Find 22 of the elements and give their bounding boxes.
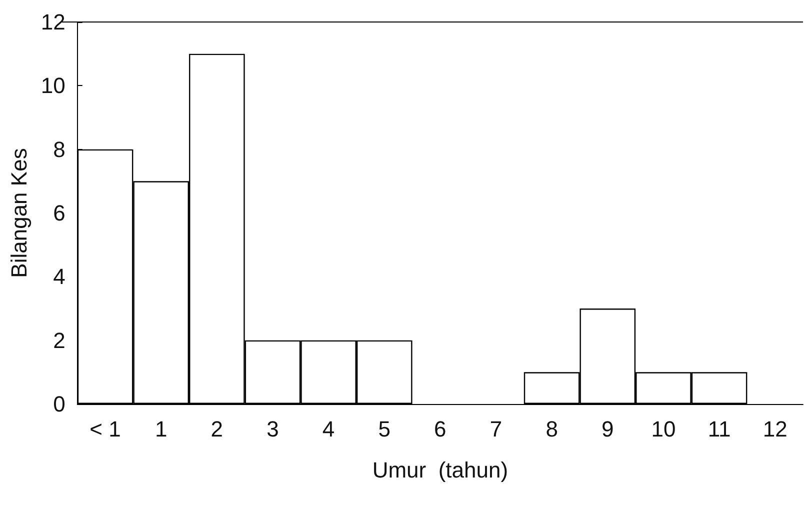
x-tick-label: 10	[651, 416, 676, 442]
x-tick-label: < 1	[90, 416, 121, 442]
x-tick-label: 5	[378, 416, 390, 442]
x-tick-label: 2	[210, 416, 224, 442]
x-tick-label: 7	[490, 416, 502, 442]
y-tick-label: 0	[53, 392, 66, 416]
x-axis-title: Umur (tahun)	[372, 458, 508, 482]
x-tick-label: 12	[762, 416, 788, 442]
x-tick-label: 9	[602, 416, 614, 442]
x-tick-label: 8	[546, 416, 558, 442]
y-tick-label: 8	[53, 136, 66, 162]
x-tick-label: 11	[708, 416, 731, 442]
x-tick-label: 3	[266, 416, 279, 442]
x-tick-label: 4	[322, 416, 335, 442]
y-tick-label: 6	[53, 200, 66, 226]
y-axis-title: Bilangan Kes	[6, 148, 32, 278]
x-tick-label: 6	[434, 416, 446, 442]
x-tick-label: 1	[154, 416, 168, 442]
y-tick-label: 12	[40, 10, 66, 34]
y-tick-label: 10	[40, 73, 66, 98]
y-tick-label: 2	[53, 328, 66, 353]
y-tick-label: 4	[53, 264, 66, 290]
